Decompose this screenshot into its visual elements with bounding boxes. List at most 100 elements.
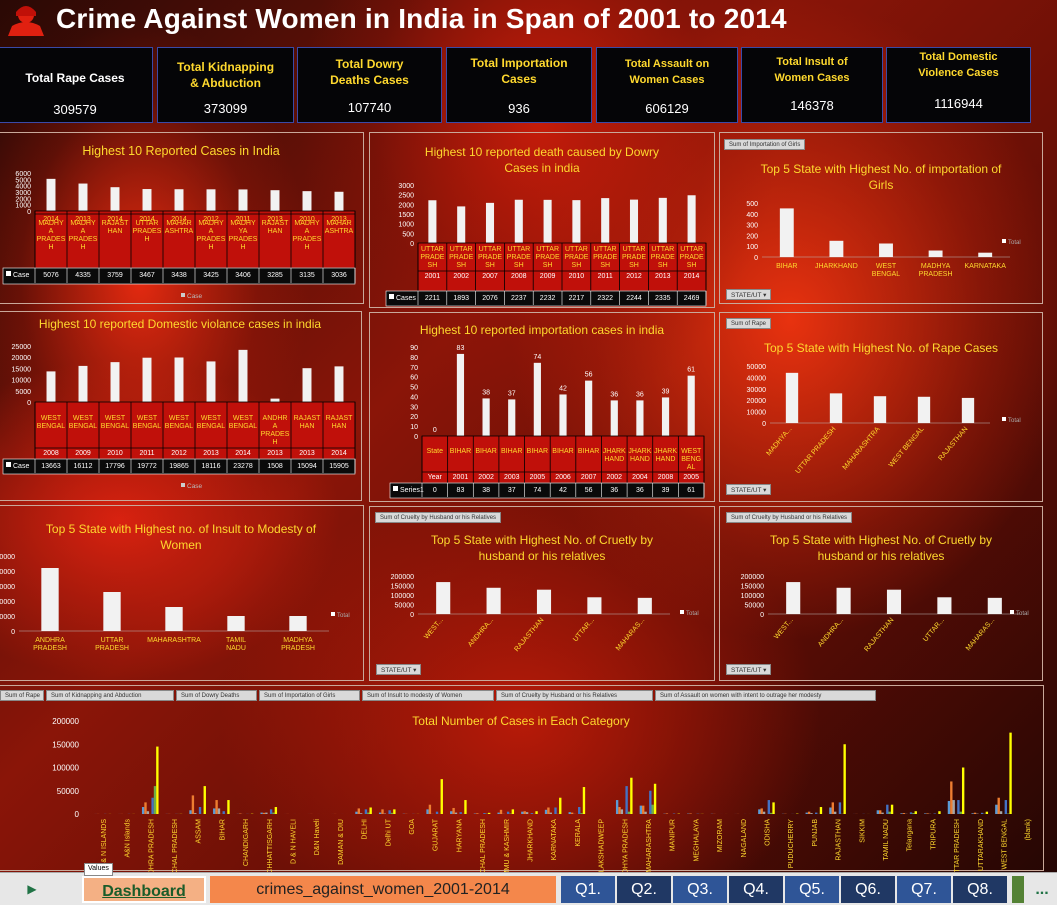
year-label: 2002 xyxy=(606,474,622,481)
bar xyxy=(369,807,371,814)
bar xyxy=(948,801,950,814)
value-cell: 37 xyxy=(508,487,516,494)
category-label: GOA xyxy=(409,819,416,835)
bar xyxy=(988,598,1002,614)
field-tag[interactable]: Sum of Kidnapping and Abduction xyxy=(46,690,174,701)
field-tag[interactable]: Sum of Assault on women with intent to o… xyxy=(655,690,876,701)
bar xyxy=(918,397,930,423)
bar xyxy=(628,812,630,814)
bar xyxy=(47,179,56,211)
y-tick-label: 500 xyxy=(402,231,414,238)
state-label: BIHAR xyxy=(578,448,599,455)
value-cell: 15905 xyxy=(329,463,349,470)
kpi-assault: Total Assault on Women Cases 606129 xyxy=(596,47,738,123)
field-tag[interactable]: Sum of Dowry Deaths xyxy=(176,690,257,701)
bar xyxy=(537,590,551,614)
tab-q1[interactable]: Q1. xyxy=(561,876,615,903)
bar xyxy=(758,809,760,814)
field-tag[interactable]: Sum of Rape xyxy=(0,690,44,701)
panel-domestic-violence: Highest 10 reported Domestic violance ca… xyxy=(0,311,362,501)
tab-q7[interactable]: Q7. xyxy=(897,876,951,903)
category-label: PUNJAB xyxy=(812,819,819,847)
bar xyxy=(270,809,272,814)
value-cell: 3285 xyxy=(267,272,283,279)
tab-q8[interactable]: Q8. xyxy=(953,876,1007,903)
bar xyxy=(47,371,56,402)
bar xyxy=(488,813,490,814)
tab-q6[interactable]: Q6. xyxy=(841,876,895,903)
bar xyxy=(830,393,842,423)
value-cell: 17796 xyxy=(105,463,125,470)
bar xyxy=(165,607,182,631)
scroll-tabs-icon[interactable]: ▶ xyxy=(22,876,42,903)
bar xyxy=(428,200,436,243)
bar xyxy=(218,808,220,814)
state-filter-button[interactable]: STATE/UT ▾ xyxy=(726,289,771,300)
row-label: Cases xyxy=(396,295,416,302)
tab-q2[interactable]: Q2. xyxy=(617,876,671,903)
year-label: 2009 xyxy=(540,273,556,280)
bar xyxy=(215,800,217,814)
bar xyxy=(806,813,808,814)
bar xyxy=(545,810,547,814)
state-filter-button[interactable]: STATE/UT ▾ xyxy=(376,664,421,675)
year-label: 2003 xyxy=(504,474,520,481)
bar xyxy=(500,810,502,814)
field-tag[interactable]: Sum of Cruelty by Husband or his Relativ… xyxy=(496,690,653,701)
bar xyxy=(630,778,632,814)
category-label: A&N Islands xyxy=(125,819,132,858)
category-label: ANDHRA... xyxy=(817,617,845,649)
bar xyxy=(111,187,120,211)
category-label: NAGALAND xyxy=(741,819,748,858)
data-label: 36 xyxy=(636,391,644,398)
state-filter-button[interactable]: STATE/UT ▾ xyxy=(726,484,771,495)
filter-dropdown-icon: ▾ xyxy=(763,667,766,674)
y-tick-label: 100000 xyxy=(391,593,414,600)
year-label: 2001 xyxy=(453,474,469,481)
field-tag[interactable]: Sum of Insult to modesty of Women xyxy=(362,690,494,701)
y-tick-label: 20000 xyxy=(747,398,767,405)
y-tick-label: 0 xyxy=(754,255,758,262)
bar xyxy=(585,381,592,436)
filter-dropdown-icon: ▾ xyxy=(763,487,766,494)
tab-dashboard[interactable]: Dashboard xyxy=(82,876,206,903)
value-cell: 83 xyxy=(457,487,465,494)
data-label: 74 xyxy=(533,354,541,361)
category-label: Telangana xyxy=(907,819,914,851)
y-tick-label: 3000 xyxy=(398,183,414,190)
bar xyxy=(487,588,501,614)
bar xyxy=(559,394,566,436)
value-cell: 5076 xyxy=(43,272,59,279)
tab-crimes-sheet[interactable]: crimes_against_women_2001-2014 xyxy=(210,876,556,903)
year-label: 2014 xyxy=(331,450,347,457)
bar xyxy=(763,812,765,814)
tab-q3[interactable]: Q3. xyxy=(673,876,727,903)
tab-next[interactable] xyxy=(1012,876,1024,903)
tab-q5[interactable]: Q5. xyxy=(785,876,839,903)
sheet-tab-bar: ▶ Values Dashboard crimes_against_women_… xyxy=(0,872,1057,905)
tab-overflow[interactable]: ... xyxy=(1028,876,1056,903)
bar xyxy=(937,597,951,614)
state-label: BIHAR xyxy=(501,448,522,455)
field-tag[interactable]: Sum of Importation of Girls xyxy=(259,690,360,701)
bar xyxy=(441,779,443,814)
bar xyxy=(455,813,457,814)
y-tick-label: 2000 xyxy=(398,202,414,209)
year-label: 2013 xyxy=(267,450,283,457)
chart-cruelty-1: 200000150000100000500000WEST...ANDHRA...… xyxy=(370,507,716,682)
kpi-label: Total Dowry Deaths Cases xyxy=(298,56,441,88)
year-label: 2013 xyxy=(655,273,671,280)
value-cell: 1893 xyxy=(453,295,469,302)
state-filter-button[interactable]: STATE/UT ▾ xyxy=(726,664,771,675)
year-label: 2005 xyxy=(683,474,699,481)
legend-label: Case xyxy=(187,483,203,490)
data-label: 56 xyxy=(585,372,593,379)
category-label: D&N Haveli xyxy=(314,819,321,856)
bar xyxy=(1000,811,1002,814)
category-label: MEGHALAYA xyxy=(693,819,700,862)
tab-q4[interactable]: Q4. xyxy=(729,876,783,903)
category-label: ANDHRA... xyxy=(467,617,495,649)
